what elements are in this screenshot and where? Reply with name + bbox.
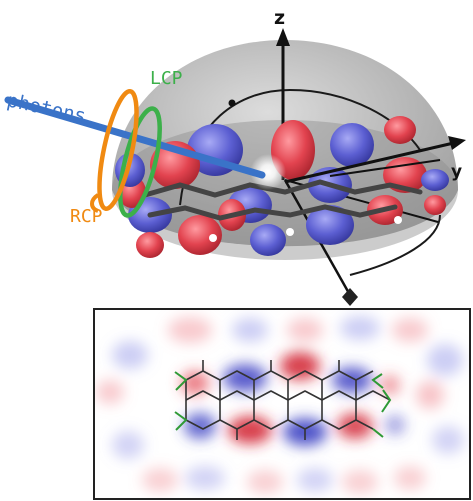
terminal-bond-left xyxy=(174,371,188,391)
meridian-dot xyxy=(228,99,236,107)
intensity-blob-positive xyxy=(247,470,283,494)
terminal-bond-right xyxy=(381,389,392,413)
carbon-skeleton xyxy=(142,179,423,221)
terminal-bonds xyxy=(174,371,392,438)
intensity-blob-positive xyxy=(287,318,323,342)
hemisphere-scene: z xyxy=(4,7,466,306)
intensity-blob-positive xyxy=(181,371,209,395)
molecule-lattice-overlay xyxy=(185,360,391,440)
hydrogen-atom xyxy=(394,216,402,224)
orbital-lobe-positive xyxy=(424,195,446,215)
emission-glow xyxy=(250,154,286,190)
terminal-bond-right xyxy=(371,373,384,389)
intensity-blob-negative xyxy=(432,426,464,454)
intensity-blob-positive xyxy=(142,468,178,492)
intensity-blob-negative xyxy=(385,415,405,435)
z-axis-label: z xyxy=(274,7,285,29)
rcp-ring xyxy=(97,88,139,212)
orbital-lobe-negative xyxy=(306,205,354,245)
terminal-bond-right xyxy=(372,428,384,438)
detector-marker xyxy=(342,288,358,306)
lattice-row xyxy=(185,370,374,381)
hydrogen-atom xyxy=(209,234,217,242)
intensity-blob-positive xyxy=(394,466,426,490)
intensity-blob-negative xyxy=(223,364,267,392)
photoemission-map xyxy=(93,308,471,500)
intensity-blob-positive xyxy=(342,470,378,494)
molecular-orbital xyxy=(115,116,449,258)
orbital-lobe-positive xyxy=(178,215,222,255)
intensity-blob-positive xyxy=(96,380,124,404)
y-axis-line-2 xyxy=(329,159,441,177)
hydrogen-atom xyxy=(286,228,294,236)
rcp-ring-tail xyxy=(90,193,100,213)
intensity-blob-positive xyxy=(392,318,428,342)
z-axis-arrowhead xyxy=(276,28,290,46)
intensity-blob-positive xyxy=(416,381,444,409)
y-axis-line xyxy=(284,140,459,184)
lcp-ring xyxy=(118,106,162,218)
lcp-label: LCP xyxy=(150,68,183,89)
azimuth-arc xyxy=(349,214,441,276)
intensity-blob-negative xyxy=(232,318,268,342)
intensity-blob-negative xyxy=(184,413,216,439)
orbital-lobe-positive xyxy=(384,116,416,144)
orbital-lobe-negative xyxy=(330,123,374,167)
intensity-blob-positive xyxy=(168,317,212,343)
lattice-row xyxy=(185,419,374,430)
y-axis-arrowhead xyxy=(448,136,466,150)
intensity-blob-positive xyxy=(337,413,373,439)
intensity-blob-positive xyxy=(228,416,272,444)
intensity-blob-negative xyxy=(332,367,372,393)
intensity-blob-negative xyxy=(112,341,148,369)
y-axis-label: y xyxy=(451,162,462,182)
photons-label: photons xyxy=(5,89,88,127)
orbital-lobe-positive xyxy=(136,232,164,258)
map-frame xyxy=(93,308,471,500)
intensity-blob-negative xyxy=(340,316,380,340)
intensity-blob-negative xyxy=(112,431,144,459)
rcp-label: RCP xyxy=(70,206,103,227)
intensity-blob-negative xyxy=(185,466,225,490)
terminal-bond-left xyxy=(174,411,188,431)
intensity-blob-negative xyxy=(297,468,333,492)
intensity-blob-positive xyxy=(380,375,400,395)
orbital-lobe-negative xyxy=(250,224,286,256)
orbital-lobe-negative xyxy=(421,169,449,191)
carbon-chain xyxy=(142,179,423,198)
carbon-chain xyxy=(147,204,398,221)
intensity-blob-negative xyxy=(427,344,463,376)
